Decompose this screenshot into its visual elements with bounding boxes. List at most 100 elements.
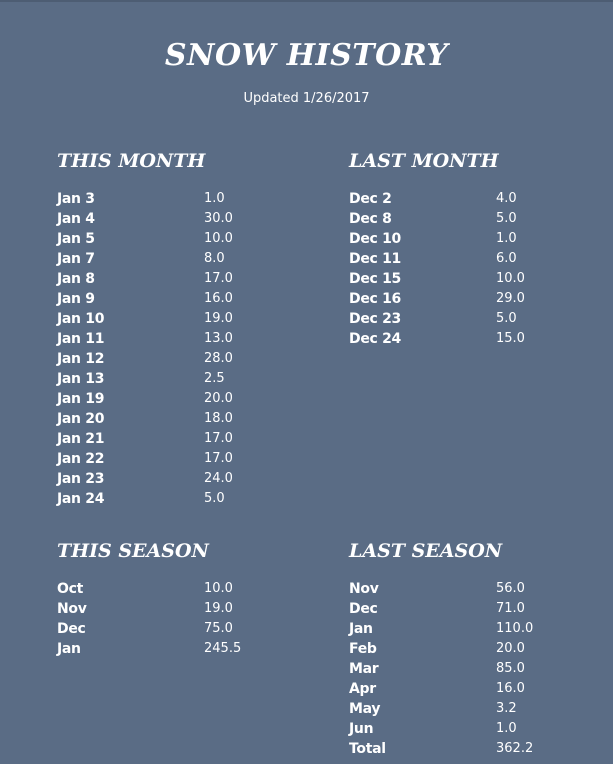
- row-label: Mar: [349, 661, 379, 677]
- snow-row: Jan 20 18.0: [57, 409, 317, 429]
- row-value: 6.0: [496, 251, 517, 266]
- row-label: Jan: [57, 641, 81, 657]
- row-value: 10.0: [496, 271, 525, 286]
- row-label: Jan 4: [57, 211, 95, 227]
- row-label: Jan 3: [57, 191, 95, 207]
- row-value: 10.0: [204, 231, 233, 246]
- row-value: 18.0: [204, 411, 233, 426]
- snow-row: Dec 11 6.0: [349, 249, 609, 269]
- snow-row: Jan 19 20.0: [57, 389, 317, 409]
- row-value: 15.0: [496, 331, 525, 346]
- row-value: 28.0: [204, 351, 233, 366]
- snow-row: Jan 8 17.0: [57, 269, 317, 289]
- row-label: Dec: [349, 601, 378, 617]
- row-label: Dec 24: [349, 331, 401, 347]
- snow-row: Jan 245.5: [57, 639, 317, 659]
- snow-row: Jun 1.0: [349, 719, 609, 739]
- row-label: Jan 11: [57, 331, 105, 347]
- row-value: 1.0: [496, 231, 517, 246]
- row-label: Feb: [349, 641, 377, 657]
- row-label: Jan 12: [57, 351, 105, 367]
- snow-row: Jan 22 17.0: [57, 449, 317, 469]
- row-label: Jan 10: [57, 311, 105, 327]
- row-value: 17.0: [204, 431, 233, 446]
- page-title: SNOW HISTORY: [164, 38, 449, 73]
- row-label: Dec 16: [349, 291, 401, 307]
- snow-row: Dec 16 29.0: [349, 289, 609, 309]
- row-value: 17.0: [204, 451, 233, 466]
- row-value: 19.0: [204, 601, 233, 616]
- section-heading: THIS SEASON: [57, 540, 209, 562]
- snow-row: Dec 24 15.0: [349, 329, 609, 349]
- row-label: Jan 21: [57, 431, 105, 447]
- snow-row: May 3.2: [349, 699, 609, 719]
- section-heading: THIS MONTH: [57, 150, 206, 172]
- row-label: Apr: [349, 681, 376, 697]
- row-label: Dec 11: [349, 251, 401, 267]
- snow-row: Jan 24 5.0: [57, 489, 317, 509]
- snow-row: Jan 3 1.0: [57, 189, 317, 209]
- last-season-section: LAST SEASON Nov 56.0 Dec 71.0 Jan 110.0 Feb 20.…: [349, 539, 609, 759]
- row-label: Dec: [57, 621, 86, 637]
- row-value: 1.0: [204, 191, 225, 206]
- row-label: Oct: [57, 581, 83, 597]
- this-season-section: THIS SEASON Oct 10.0 Nov 19.0 Dec 75.0 Jan 245.…: [57, 539, 317, 659]
- row-label: Jan 20: [57, 411, 105, 427]
- row-value: 245.5: [204, 641, 242, 656]
- snow-row: Jan 13 2.5: [57, 369, 317, 389]
- row-value: 30.0: [204, 211, 233, 226]
- snow-row: Feb 20.0: [349, 639, 609, 659]
- snow-row: Dec 23 5.0: [349, 309, 609, 329]
- row-value: 2.5: [204, 371, 225, 386]
- row-label: Jan 5: [57, 231, 95, 247]
- snow-row: Dec 10 1.0: [349, 229, 609, 249]
- row-value: 20.0: [496, 641, 525, 656]
- row-value: 5.0: [204, 491, 225, 506]
- row-label: Jan 13: [57, 371, 105, 387]
- row-label: Jan: [349, 621, 373, 637]
- section-heading: LAST MONTH: [349, 150, 499, 172]
- snow-row: Jan 9 16.0: [57, 289, 317, 309]
- row-value: 20.0: [204, 391, 233, 406]
- row-value: 71.0: [496, 601, 525, 616]
- row-value: 24.0: [204, 471, 233, 486]
- snow-row: Jan 12 28.0: [57, 349, 317, 369]
- row-label: Jan 24: [57, 491, 105, 507]
- row-label: Jan 8: [57, 271, 95, 287]
- row-value: 16.0: [496, 681, 525, 696]
- section-heading: LAST SEASON: [349, 540, 503, 562]
- snow-row: Apr 16.0: [349, 679, 609, 699]
- row-label: Jan 7: [57, 251, 95, 267]
- snow-row: Dec 8 5.0: [349, 209, 609, 229]
- snow-row: Dec 71.0: [349, 599, 609, 619]
- row-label: Dec 8: [349, 211, 392, 227]
- row-value: 4.0: [496, 191, 517, 206]
- row-label: Jan 23: [57, 471, 105, 487]
- row-value: 110.0: [496, 621, 534, 636]
- snow-row: Oct 10.0: [57, 579, 317, 599]
- snow-row: Dec 75.0: [57, 619, 317, 639]
- snow-row: Mar 85.0: [349, 659, 609, 679]
- row-value: 1.0: [496, 721, 517, 736]
- snow-row: Jan 110.0: [349, 619, 609, 639]
- row-label: Total: [349, 741, 386, 757]
- row-value: 56.0: [496, 581, 525, 596]
- row-label: Dec 10: [349, 231, 401, 247]
- row-label: Dec 15: [349, 271, 401, 287]
- row-value: 19.0: [204, 311, 233, 326]
- row-label: Nov: [57, 601, 87, 617]
- snow-row: Nov 19.0: [57, 599, 317, 619]
- row-value: 85.0: [496, 661, 525, 676]
- row-value: 29.0: [496, 291, 525, 306]
- row-value: 5.0: [496, 211, 517, 226]
- this-month-section: THIS MONTH Jan 3 1.0 Jan 4 30.0 Jan 5 10.0 Jan…: [57, 149, 317, 509]
- updated-date: Updated 1/26/2017: [243, 91, 370, 106]
- last-month-section: LAST MONTH Dec 2 4.0 Dec 8 5.0 Dec 10 1.0 Dec …: [349, 149, 609, 349]
- row-value: 75.0: [204, 621, 233, 636]
- row-value: 3.2: [496, 701, 517, 716]
- snow-row: Jan 21 17.0: [57, 429, 317, 449]
- snow-row: Jan 23 24.0: [57, 469, 317, 489]
- snow-row: Jan 5 10.0: [57, 229, 317, 249]
- row-label: Nov: [349, 581, 379, 597]
- snow-row: Dec 15 10.0: [349, 269, 609, 289]
